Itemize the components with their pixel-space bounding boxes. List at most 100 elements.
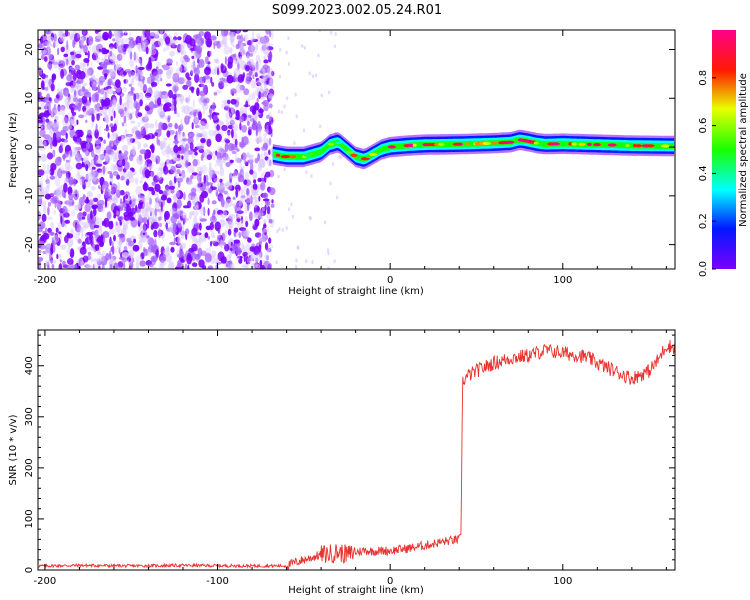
noise-blob: [91, 93, 98, 103]
noise-blob: [254, 218, 260, 227]
noise-blob: [143, 143, 149, 148]
noise-blob: [301, 44, 304, 48]
noise-blob: [266, 200, 271, 207]
noise-blob: [170, 104, 175, 112]
noise-blob: [268, 43, 274, 47]
noise-blob: [64, 219, 70, 224]
y-tick-label: 0: [24, 144, 35, 150]
noise-blob: [45, 178, 50, 184]
noise-blob: [206, 138, 212, 147]
noise-blob: [229, 159, 234, 163]
noise-blob: [66, 264, 72, 269]
noise-blob: [108, 221, 114, 230]
noise-blob: [63, 138, 68, 143]
noise-blob: [303, 45, 306, 50]
noise-blob: [152, 142, 155, 146]
noise-blob: [194, 73, 200, 83]
noise-blob: [52, 195, 59, 204]
noise-blob: [49, 62, 52, 71]
noise-blob: [110, 246, 118, 255]
noise-blob: [110, 133, 117, 140]
noise-blob: [90, 254, 93, 264]
noise-blob: [155, 66, 159, 70]
noise-blob: [64, 114, 69, 124]
noise-blob: [109, 172, 113, 179]
noise-blob: [42, 35, 47, 39]
noise-blob: [139, 260, 146, 267]
noise-blob: [75, 162, 83, 170]
noise-blob: [154, 208, 158, 217]
noise-blob: [235, 189, 238, 198]
noise-blob: [139, 165, 143, 176]
noise-blob: [254, 79, 257, 89]
y-tick-label: 20: [24, 43, 35, 56]
noise-blob: [102, 165, 106, 175]
noise-blob: [98, 80, 104, 86]
noise-blob: [96, 259, 103, 266]
noise-blob: [232, 123, 238, 132]
noise-blob: [151, 189, 156, 196]
noise-blob: [192, 158, 198, 167]
noise-blob: [70, 210, 76, 217]
noise-blob: [268, 111, 272, 122]
noise-blob: [57, 47, 60, 56]
noise-blob: [45, 118, 50, 123]
noise-blob: [162, 141, 167, 148]
noise-blob: [109, 46, 113, 51]
noise-blob: [230, 144, 238, 151]
noise-blob: [46, 83, 50, 92]
noise-blob: [267, 244, 274, 249]
noise-blob: [224, 139, 231, 144]
noise-blob: [196, 87, 200, 97]
noise-blob: [112, 132, 118, 138]
noise-blob: [113, 234, 116, 242]
noise-blob: [135, 73, 140, 81]
noise-blob: [158, 139, 161, 147]
noise-blob: [69, 248, 75, 259]
noise-blob: [56, 253, 59, 260]
noise-blob: [213, 177, 221, 183]
noise-blob: [117, 240, 123, 246]
noise-blob: [158, 263, 163, 269]
noise-blob: [228, 249, 232, 259]
noise-blob: [150, 244, 158, 253]
noise-blob: [277, 174, 280, 179]
noise-blob: [160, 246, 165, 255]
noise-blob: [75, 80, 82, 84]
noise-blob: [129, 31, 132, 40]
noise-blob: [211, 200, 217, 205]
noise-blob: [83, 157, 89, 163]
noise-blob: [116, 211, 120, 216]
noise-blob: [92, 170, 99, 178]
noise-blob: [54, 177, 61, 187]
noise-blob: [232, 196, 236, 200]
noise-blob: [185, 160, 189, 168]
noise-blob: [175, 190, 181, 198]
noise-blob: [207, 266, 213, 269]
noise-blob: [38, 256, 44, 262]
noise-blob: [248, 93, 253, 101]
noise-blob: [186, 255, 193, 265]
noise-blob: [140, 126, 146, 135]
noise-blob: [201, 95, 207, 100]
noise-blob: [249, 155, 254, 165]
noise-blob: [227, 228, 232, 236]
noise-blob: [105, 86, 112, 90]
noise-blob: [171, 43, 176, 48]
noise-blob: [99, 253, 105, 262]
noise-blob: [83, 179, 89, 183]
noise-blob: [95, 38, 101, 43]
noise-blob: [110, 177, 114, 184]
noise-blob: [232, 170, 238, 179]
noise-blob: [131, 128, 134, 135]
noise-blob: [227, 129, 231, 136]
noise-blob: [63, 53, 69, 58]
noise-blob: [142, 84, 147, 94]
noise-blob: [261, 36, 267, 46]
noise-blob: [109, 263, 113, 269]
noise-blob: [204, 157, 207, 161]
noise-blob: [101, 250, 106, 256]
noise-blob: [174, 169, 178, 179]
noise-blob: [328, 90, 331, 95]
noise-blob: [257, 120, 261, 130]
